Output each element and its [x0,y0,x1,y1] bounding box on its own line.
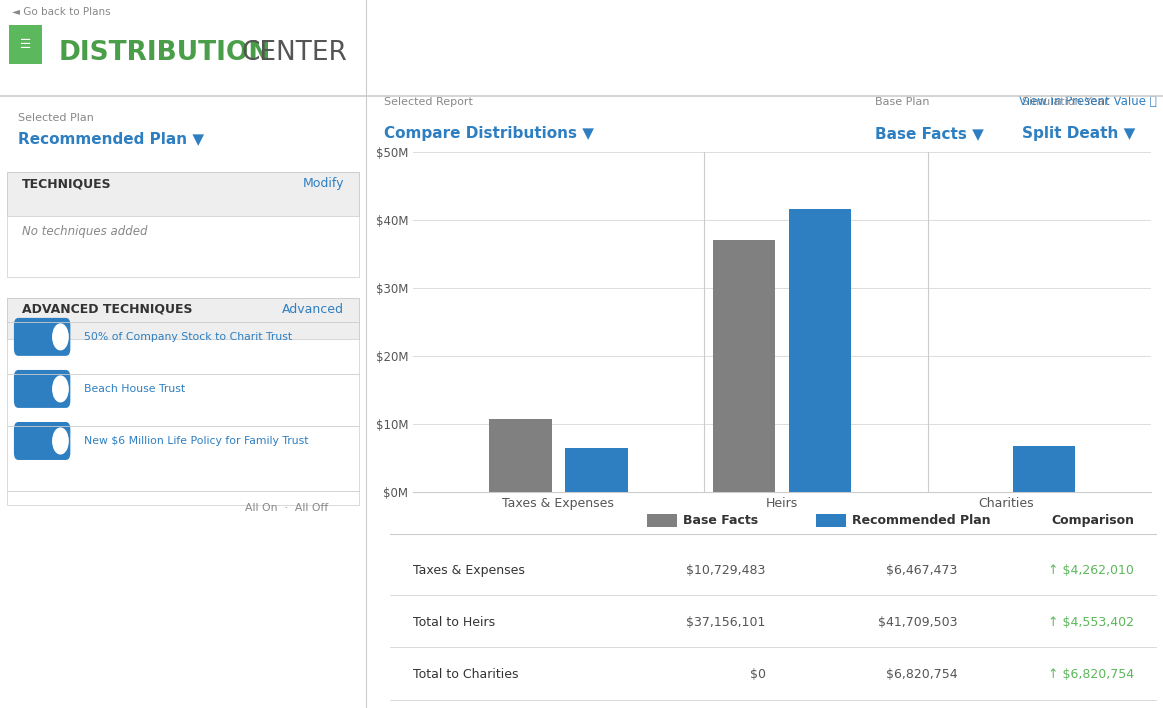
FancyBboxPatch shape [9,25,42,64]
Text: ↑ $6,820,754: ↑ $6,820,754 [1048,668,1134,681]
Text: No techniques added: No techniques added [22,225,148,239]
Text: Simulation Year: Simulation Year [1022,97,1108,107]
Text: Compare Distributions ▼: Compare Distributions ▼ [384,126,594,141]
Text: ◄ Go back to Plans: ◄ Go back to Plans [12,7,110,17]
Text: New $6 Million Life Policy for Family Trust: New $6 Million Life Policy for Family Tr… [84,436,308,446]
Text: Base Facts ▼: Base Facts ▼ [875,126,984,141]
Text: $10,729,483: $10,729,483 [686,564,765,576]
Circle shape [52,428,69,454]
Text: DISTRIBUTION: DISTRIBUTION [58,40,271,66]
Circle shape [52,324,69,350]
Text: ☰: ☰ [20,38,31,51]
Text: $6,467,473: $6,467,473 [886,564,957,576]
Text: Beach House Trust: Beach House Trust [84,384,185,394]
Text: $0: $0 [750,668,765,681]
FancyBboxPatch shape [14,422,70,460]
Text: ↑ $4,553,402: ↑ $4,553,402 [1048,616,1134,629]
Bar [488,419,551,492]
Text: Advanced: Advanced [283,302,344,316]
Text: Selected Report: Selected Report [384,97,472,107]
Bar [1013,446,1076,492]
Bar [789,209,851,492]
Text: Comparison: Comparison [1051,514,1134,527]
Text: TECHNIQUES: TECHNIQUES [22,177,112,190]
Text: Selected Plan: Selected Plan [19,113,94,122]
Text: Base Plan: Base Plan [875,97,929,107]
Text: Modify: Modify [302,177,344,190]
Text: $41,709,503: $41,709,503 [878,616,957,629]
FancyBboxPatch shape [647,514,678,527]
Text: Split Death ▼: Split Death ▼ [1022,126,1135,141]
Text: CENTER: CENTER [242,40,348,66]
Text: Base Facts: Base Facts [683,514,758,527]
Text: Recommended Plan: Recommended Plan [851,514,991,527]
Text: Taxes & Expenses: Taxes & Expenses [413,564,525,576]
FancyBboxPatch shape [815,514,847,527]
Text: Total to Charities: Total to Charities [413,668,519,681]
Bar [565,448,628,492]
Text: Total to Heirs: Total to Heirs [413,616,494,629]
FancyBboxPatch shape [14,318,70,356]
Text: Recommended Plan ▼: Recommended Plan ▼ [19,131,205,146]
Text: ↑ $4,262,010: ↑ $4,262,010 [1048,564,1134,576]
FancyBboxPatch shape [7,297,359,339]
Text: View in Present Value ⓘ: View in Present Value ⓘ [1020,96,1157,108]
FancyBboxPatch shape [7,172,359,216]
Bar [713,239,776,492]
Text: $37,156,101: $37,156,101 [686,616,765,629]
FancyBboxPatch shape [14,370,70,408]
Text: All On  ·  All Off: All On · All Off [245,503,329,513]
Text: $6,820,754: $6,820,754 [886,668,957,681]
Circle shape [52,376,69,402]
Text: 50% of Company Stock to Charit Trust: 50% of Company Stock to Charit Trust [84,332,292,342]
Text: ADVANCED TECHNIQUES: ADVANCED TECHNIQUES [22,302,193,316]
